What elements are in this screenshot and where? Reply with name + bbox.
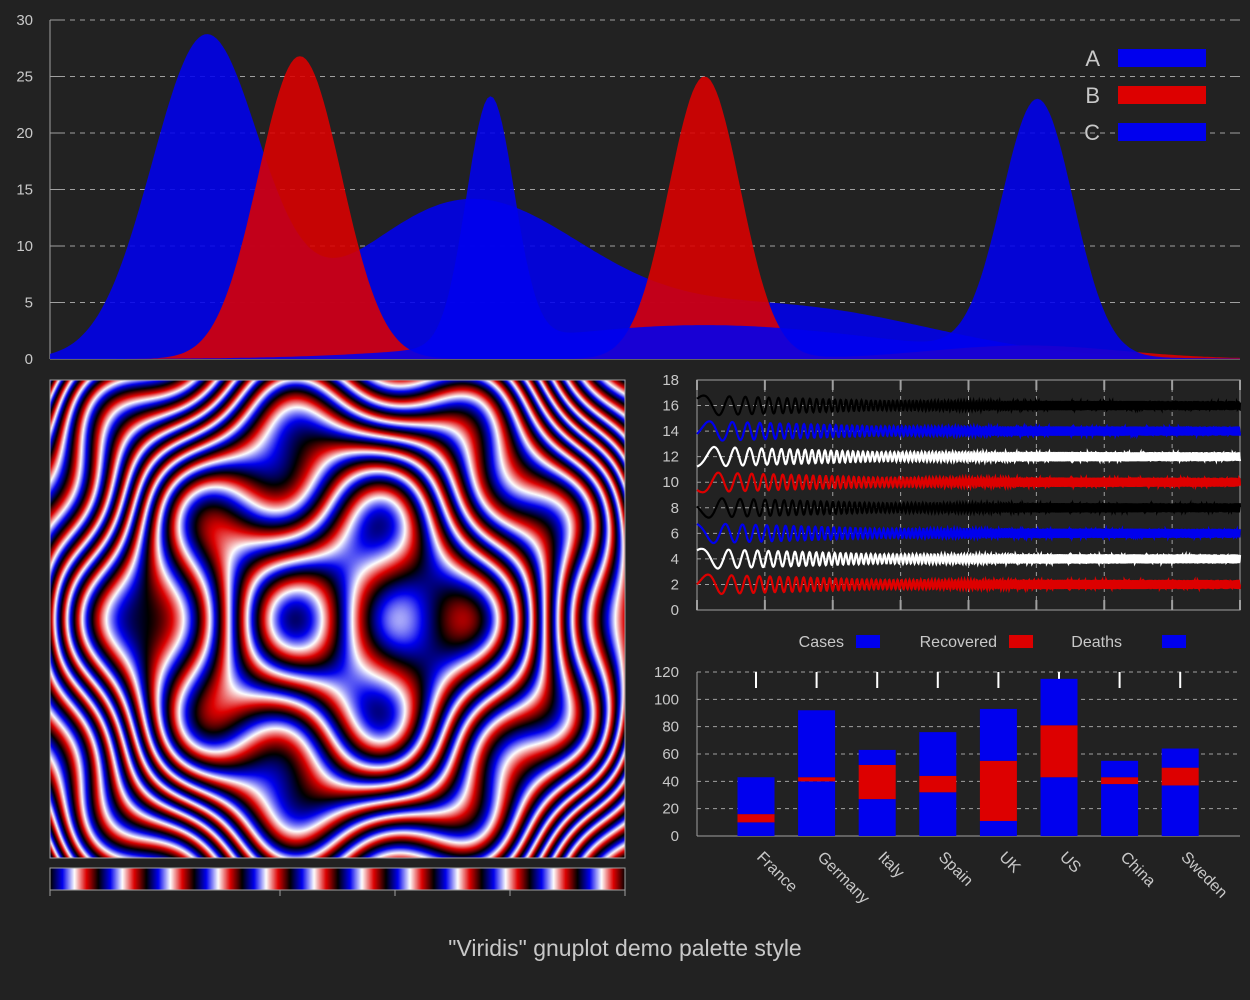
bar-deaths-france xyxy=(737,777,775,815)
x-tick-label: US xyxy=(1056,849,1084,877)
y-tick-label: 120 xyxy=(654,664,679,681)
offset-wave-line-chart: 0 2 4 6 8 10 12 14 16 18 xyxy=(662,372,1242,619)
bar-recovered-china xyxy=(1101,777,1139,785)
y-tick-label: 100 xyxy=(654,691,679,708)
y-tick-label: 20 xyxy=(16,125,33,142)
bar-deaths-italy xyxy=(858,749,896,765)
bar-recovered-uk xyxy=(979,760,1017,821)
y-tick-label: 6 xyxy=(671,525,679,542)
y-tick-label: 4 xyxy=(671,551,679,568)
colorbar-frame xyxy=(49,867,626,891)
x-tick-label: Spain xyxy=(935,849,976,890)
legend-label-C: C xyxy=(1084,120,1100,145)
y-tick-label: 14 xyxy=(662,423,679,440)
bar-recovered-sweden xyxy=(1161,767,1199,786)
y-tick-label: 0 xyxy=(671,602,679,619)
wave-line-8 xyxy=(696,497,1242,519)
plot-frame xyxy=(696,379,1241,611)
y-tick-label: 80 xyxy=(662,719,679,736)
bar-cases-germany xyxy=(798,781,836,836)
y-tick-label: 2 xyxy=(671,576,679,593)
legend-label-B: B xyxy=(1085,83,1100,108)
legend-swatch-cases xyxy=(856,635,880,648)
legend-swatch-A xyxy=(1118,49,1206,67)
legend-swatch-deaths xyxy=(1162,635,1186,648)
y-tick-label: 10 xyxy=(16,238,33,255)
y-tick-label: 5 xyxy=(25,295,33,312)
y-tick-label: 12 xyxy=(662,449,679,466)
y-tick-label: 16 xyxy=(662,398,679,415)
legend-swatch-recovered xyxy=(1009,635,1033,648)
bar-deaths-us xyxy=(1040,678,1078,726)
y-tick-label: 25 xyxy=(16,69,33,86)
bar-recovered-france xyxy=(737,814,775,823)
x-tick-label: France xyxy=(753,849,800,896)
bar-deaths-sweden xyxy=(1161,748,1199,768)
heatmap-frame xyxy=(49,379,626,859)
bar-deaths-uk xyxy=(979,708,1017,761)
y-tick-label: 20 xyxy=(662,801,679,818)
y-tick-label: 0 xyxy=(25,351,33,368)
x-tick-label: Italy xyxy=(874,849,907,882)
wave-line-4 xyxy=(696,547,1242,570)
wave-line-10 xyxy=(696,471,1242,494)
bar-recovered-italy xyxy=(858,764,896,800)
legend-label-cases: Cases xyxy=(799,634,844,651)
x-tick-label: Sweden xyxy=(1177,849,1230,902)
y-tick-label: 8 xyxy=(671,500,679,517)
legend-label-deaths: Deaths xyxy=(1071,634,1122,651)
area-series-C xyxy=(50,96,1240,359)
x-tick-label: UK xyxy=(996,849,1024,877)
y-tick-label: 60 xyxy=(662,746,679,763)
heatmap-image xyxy=(50,380,625,858)
bar-deaths-china xyxy=(1101,760,1139,778)
bar-recovered-us xyxy=(1040,725,1078,778)
interference-heatmap xyxy=(49,379,626,896)
y-tick-label: 40 xyxy=(662,773,679,790)
wave-line-16 xyxy=(696,394,1242,417)
y-tick-label: 0 xyxy=(671,828,679,845)
stacked-bar-chart: 0 20 40 60 80 100 120 Cases Recovered Deaths Franc… xyxy=(654,634,1240,907)
x-tick-label: Germany xyxy=(814,849,873,908)
y-tick-label: 15 xyxy=(16,182,33,199)
wave-line-12 xyxy=(696,445,1242,468)
bar-cases-us xyxy=(1040,777,1078,836)
y-tick-label: 18 xyxy=(662,372,679,389)
wave-line-6 xyxy=(696,522,1242,545)
legend-label-A: A xyxy=(1085,46,1100,71)
bar-deaths-spain xyxy=(919,732,957,776)
wave-line-14 xyxy=(696,420,1242,442)
legend-swatch-C xyxy=(1118,123,1206,141)
bar-recovered-germany xyxy=(798,777,836,782)
y-tick-label: 30 xyxy=(16,12,33,29)
legend-label-recovered: Recovered xyxy=(920,634,997,651)
bar-cases-italy xyxy=(858,799,896,836)
density-area-chart: 0 5 10 15 20 25 30 ABC xyxy=(16,12,1240,368)
heatmap-colorbar xyxy=(50,868,625,890)
figure-caption: "Viridis" gnuplot demo palette style xyxy=(448,935,802,961)
x-tick-label: China xyxy=(1117,849,1159,891)
bar-cases-uk xyxy=(979,820,1017,836)
wave-line-2 xyxy=(696,573,1242,595)
bar-cases-sweden xyxy=(1161,785,1199,836)
bar-cases-china xyxy=(1101,784,1139,836)
y-tick-label: 10 xyxy=(662,474,679,491)
bar-cases-france xyxy=(737,822,775,836)
bar-cases-spain xyxy=(919,792,957,836)
area-series-B xyxy=(50,56,1240,359)
bar-recovered-spain xyxy=(919,775,957,793)
bar-deaths-germany xyxy=(798,710,836,778)
legend-swatch-B xyxy=(1118,86,1206,104)
